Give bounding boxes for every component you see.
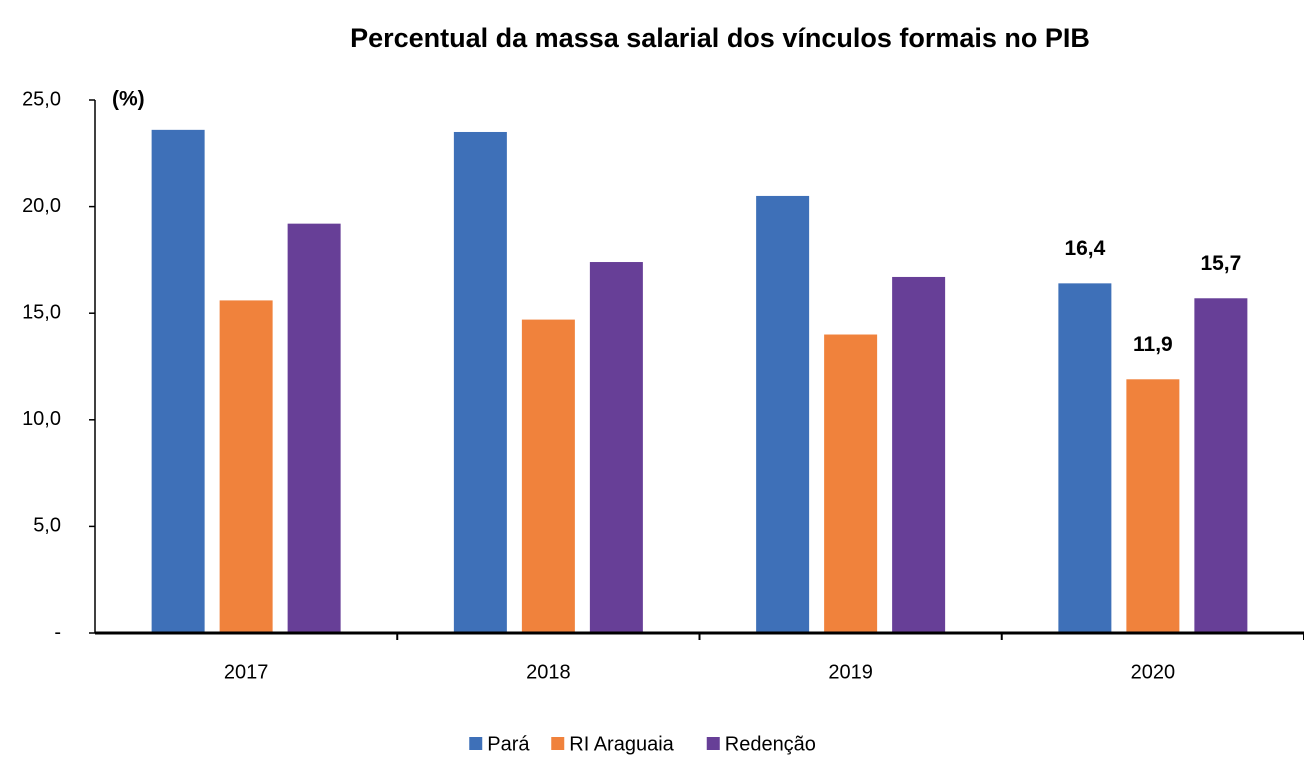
y-tick-label: 15,0 [22, 301, 61, 323]
legend-label: Pará [487, 733, 530, 755]
bar [1058, 283, 1112, 633]
legend-swatch [706, 737, 720, 750]
data-label: 16,4 [1064, 237, 1105, 260]
bar [824, 334, 878, 633]
bar [756, 195, 810, 633]
legend-swatch [469, 737, 483, 750]
bar [521, 319, 575, 633]
x-tick-label: 2020 [1131, 661, 1176, 683]
data-label: 15,7 [1200, 252, 1241, 275]
legend-label: Redenção [725, 733, 816, 755]
y-tick-label: 10,0 [22, 408, 61, 430]
y-axis-label: (%) [112, 88, 145, 111]
y-tick-label: - [54, 621, 61, 643]
bar [287, 223, 341, 633]
bar [1126, 379, 1180, 633]
bar [453, 131, 507, 634]
x-tick-label: 2018 [526, 661, 571, 683]
bar [589, 262, 643, 633]
legend-swatch [551, 737, 565, 750]
data-label: 11,9 [1133, 333, 1173, 356]
chart-title: Percentual da massa salarial dos vínculo… [350, 23, 1090, 53]
x-tick-label: 2017 [224, 661, 269, 683]
bar [219, 300, 273, 633]
bar [1194, 298, 1248, 633]
y-tick-label: 25,0 [22, 88, 61, 110]
y-tick-label: 5,0 [33, 515, 61, 537]
bar [151, 129, 205, 633]
bar [892, 276, 946, 633]
y-tick-label: 20,0 [22, 195, 61, 217]
x-tick-label: 2019 [828, 661, 873, 683]
legend-label: RI Araguaia [569, 733, 674, 755]
